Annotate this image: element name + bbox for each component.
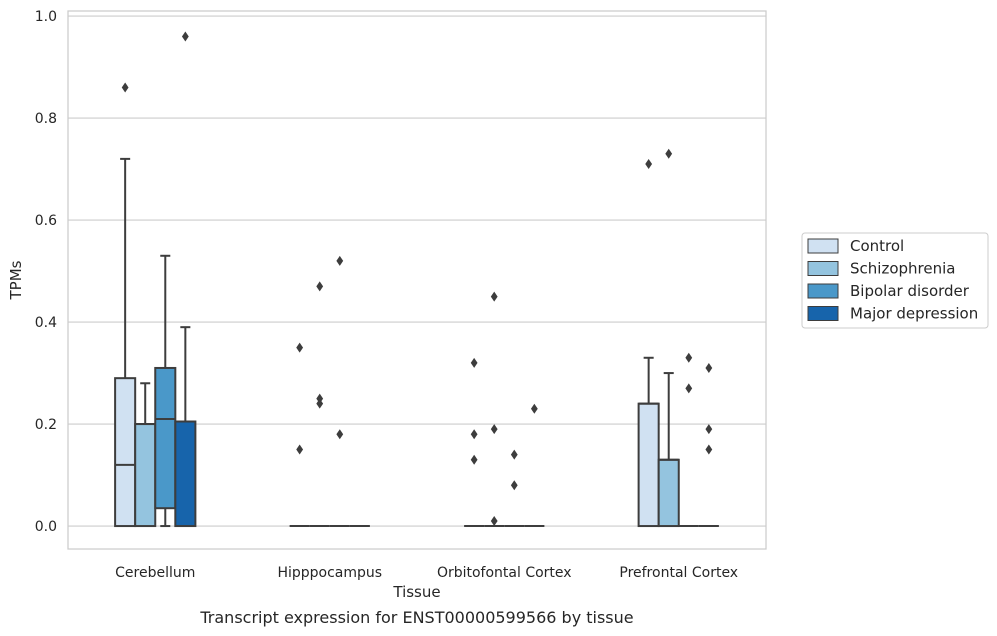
box-2-0 — [464, 357, 485, 528]
outlier-point — [705, 444, 713, 455]
plot-area-frame — [67, 10, 767, 550]
legend-swatch — [807, 261, 839, 276]
outlier-point — [296, 444, 304, 455]
x-tick-label: Orbitofontal Cortex — [437, 565, 572, 581]
legend-label: Major depression — [850, 305, 978, 323]
outlier-point — [470, 357, 478, 368]
box-1-1 — [309, 281, 330, 528]
outlier-point — [121, 82, 129, 93]
box-0-2 — [154, 254, 177, 528]
chart-caption: Transcript expression for ENST0000059956… — [199, 608, 633, 627]
outlier-point — [336, 429, 344, 440]
box-3-0 — [637, 158, 660, 528]
outlier-point — [665, 148, 673, 159]
outlier-point — [705, 424, 713, 435]
outlier-point — [490, 424, 498, 435]
box-0-3 — [174, 31, 197, 528]
box-2-2 — [504, 449, 525, 528]
box-body — [174, 420, 197, 528]
x-tick-label: Prefrontal Cortex — [619, 565, 738, 581]
box-body — [637, 402, 660, 528]
y-tick-label: 0.6 — [35, 213, 57, 229]
outlier-point — [530, 403, 538, 414]
outlier-point — [490, 291, 498, 302]
y-tick-label: 0.2 — [35, 417, 57, 433]
outlier-point — [705, 362, 713, 373]
legend-label: Schizophrenia — [850, 260, 955, 278]
outlier-point — [470, 429, 478, 440]
box-series — [114, 31, 719, 528]
y-axis-label: TPMs — [7, 260, 25, 300]
x-tick-label: Hipppocampus — [277, 565, 382, 581]
legend: Control Schizophrenia Bipolar disorder Majo… — [801, 232, 989, 329]
outlier-point — [316, 398, 324, 409]
x-axis-label: Tissue — [392, 583, 440, 601]
outlier-point — [510, 480, 518, 491]
box-3-2 — [678, 352, 699, 528]
legend-frame — [801, 232, 989, 329]
y-tick-label: 0.0 — [35, 519, 57, 535]
x-tick-label: Cerebellum — [115, 565, 195, 581]
outlier-point — [316, 281, 324, 292]
outlier-point — [470, 454, 478, 465]
legend-label: Control — [850, 237, 904, 255]
y-tick-label: 0.8 — [35, 111, 57, 127]
box-body — [657, 458, 680, 528]
box-body — [154, 366, 177, 510]
box-2-3 — [524, 403, 545, 528]
outlier-point — [316, 393, 324, 404]
box-0-1 — [134, 382, 157, 528]
outlier-point — [685, 352, 693, 363]
box-3-3 — [698, 362, 719, 528]
box-body — [134, 423, 157, 528]
outlier-point — [336, 255, 344, 266]
outlier-point — [181, 31, 189, 42]
outlier-point — [685, 383, 693, 394]
outlier-point — [490, 515, 498, 526]
y-tick-label: 0.4 — [35, 315, 57, 331]
box-3-1 — [657, 148, 680, 528]
y-axis-ticks: 0.0 0.2 0.4 0.6 0.8 1.0 — [35, 9, 57, 535]
box-1-2 — [329, 255, 350, 528]
box-body — [114, 377, 137, 528]
outlier-point — [296, 342, 304, 353]
legend-swatch — [807, 283, 839, 299]
box-0-0 — [114, 82, 137, 528]
legend-swatch — [807, 238, 839, 254]
x-axis-ticks: Cerebellum Hipppocampus Orbitofontal Corte… — [115, 565, 738, 581]
outlier-point — [645, 158, 653, 169]
legend-swatch — [807, 306, 839, 321]
box-2-1 — [484, 291, 505, 528]
outlier-point — [510, 449, 518, 460]
y-tick-label: 1.0 — [35, 9, 57, 25]
legend-label: Bipolar disorder — [850, 282, 970, 300]
box-1-0 — [289, 342, 310, 528]
